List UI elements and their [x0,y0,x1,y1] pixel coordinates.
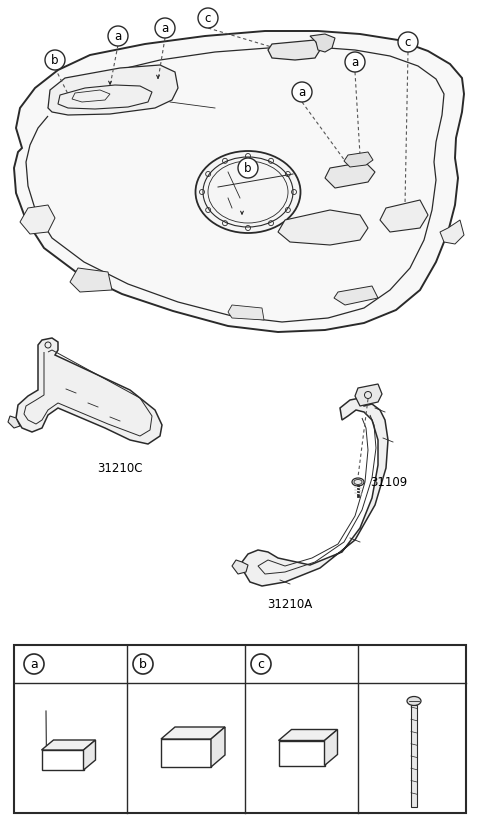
Text: a: a [351,55,359,68]
Text: b: b [139,658,147,671]
Bar [411,705,417,807]
Polygon shape [14,31,464,332]
Text: c: c [405,35,411,49]
Polygon shape [268,40,320,60]
Polygon shape [278,729,337,741]
Text: 31210C: 31210C [97,462,143,475]
Text: 31101B: 31101B [277,658,323,671]
Polygon shape [161,739,211,767]
Ellipse shape [195,151,300,233]
Polygon shape [242,398,388,586]
Text: 31102P: 31102P [24,702,63,712]
Circle shape [345,52,365,72]
Polygon shape [48,65,178,115]
Circle shape [155,18,175,38]
Polygon shape [380,200,428,232]
Polygon shape [355,384,382,406]
Text: a: a [114,30,121,43]
Circle shape [133,654,153,674]
Polygon shape [16,338,162,444]
Text: 1125DG: 1125DG [388,658,436,671]
Polygon shape [232,560,248,574]
Polygon shape [334,286,378,305]
Polygon shape [20,205,55,234]
Circle shape [238,158,258,178]
Ellipse shape [352,478,364,486]
Text: c: c [205,12,211,25]
Polygon shape [41,740,96,750]
Polygon shape [278,210,368,245]
Circle shape [251,654,271,674]
Polygon shape [70,268,112,292]
Circle shape [292,82,312,102]
Polygon shape [310,34,335,52]
Text: 31101A: 31101A [24,692,64,702]
Circle shape [198,8,218,28]
Text: a: a [299,86,306,98]
Text: a: a [30,658,38,671]
Text: c: c [257,658,264,671]
Polygon shape [325,162,375,188]
Polygon shape [8,416,20,428]
Circle shape [398,32,418,52]
Polygon shape [161,727,225,739]
Text: b: b [51,54,59,67]
Polygon shape [211,727,225,767]
Polygon shape [344,152,373,167]
Text: b: b [244,162,252,175]
Bar [14,645,466,813]
Polygon shape [41,750,84,770]
Circle shape [24,654,44,674]
Polygon shape [440,220,464,244]
Text: a: a [161,21,168,35]
Ellipse shape [407,696,421,705]
Circle shape [108,26,128,46]
Text: 31109: 31109 [370,475,407,488]
Polygon shape [228,305,264,320]
Polygon shape [84,740,96,770]
Circle shape [45,50,65,70]
Text: 31210A: 31210A [267,598,312,611]
Polygon shape [324,729,337,766]
Polygon shape [278,741,324,766]
Text: 31103F: 31103F [159,658,203,671]
